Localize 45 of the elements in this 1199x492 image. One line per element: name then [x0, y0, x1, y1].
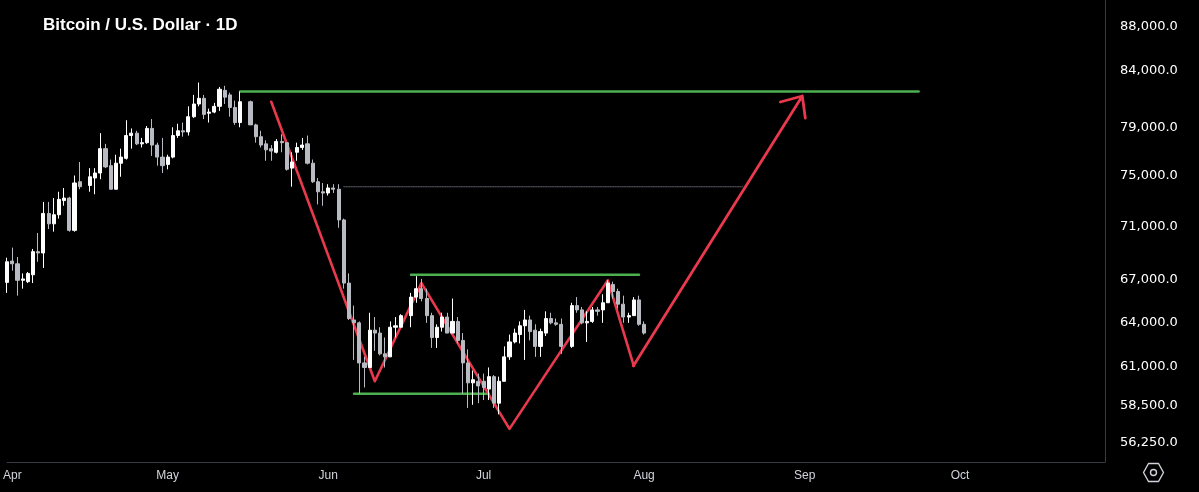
- candlestick: [5, 257, 9, 294]
- candlestick: [41, 201, 45, 269]
- candlestick: [492, 374, 496, 409]
- candlestick: [78, 161, 82, 190]
- candlestick: [570, 302, 574, 349]
- x-tick-label: Jun: [318, 468, 338, 482]
- candlestick: [290, 151, 294, 188]
- candlestick: [445, 312, 449, 334]
- candlestick: [487, 366, 491, 401]
- x-tick-label: Jul: [475, 468, 492, 482]
- candlestick: [274, 138, 278, 154]
- y-tick-label: 58,500.0: [1120, 397, 1178, 413]
- candlestick: [595, 306, 600, 317]
- y-tick-label: 79,000.0: [1120, 118, 1178, 134]
- candlestick: [186, 105, 190, 137]
- candlestick: [67, 196, 71, 233]
- candlestick: [202, 94, 206, 120]
- x-tick-label: Sep: [793, 468, 816, 482]
- y-tick-label: 75,000.0: [1120, 166, 1178, 182]
- x-tick-label: Aug: [633, 468, 655, 482]
- candlestick: [181, 122, 185, 138]
- y-tick-label: 71,000.0: [1120, 217, 1178, 233]
- y-tick-label: 61,000.0: [1120, 358, 1178, 374]
- candlestick: [47, 201, 51, 230]
- candlestick: [326, 183, 330, 197]
- y-tick-label: 84,000.0: [1120, 61, 1178, 77]
- x-tick-label: Apr: [2, 468, 22, 482]
- candlestick: [135, 130, 139, 146]
- candlestick: [482, 373, 486, 401]
- candlestick: [476, 373, 480, 404]
- y-tick-label: 88,000.0: [1120, 18, 1178, 34]
- candlestick: [450, 298, 455, 334]
- x-tick-label: May: [156, 468, 180, 482]
- candlestick: [36, 232, 40, 263]
- candlestick: [419, 278, 423, 302]
- candlestick: [368, 312, 372, 368]
- candlestick: [471, 370, 475, 406]
- x-tick-label: Oct: [950, 468, 970, 482]
- text: Bitcoin / U.S. Dollar · 1D: [43, 15, 238, 34]
- y-tick-label: 56,250.0: [1120, 433, 1178, 449]
- candlestick: [72, 175, 77, 233]
- candlestick: [238, 91, 242, 128]
- y-tick-label: 67,000.0: [1120, 271, 1178, 287]
- candlestick: [331, 183, 335, 194]
- y-tick-label: 64,000.0: [1120, 313, 1178, 329]
